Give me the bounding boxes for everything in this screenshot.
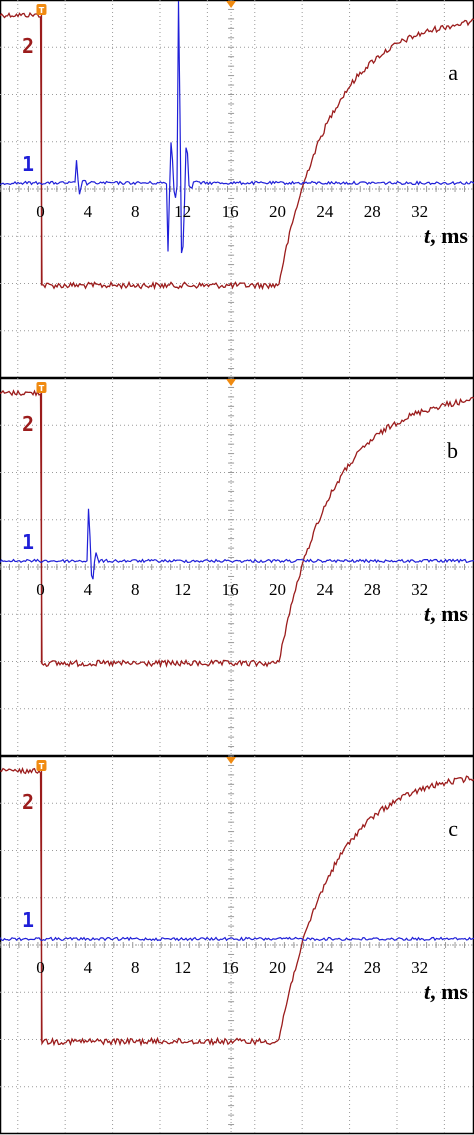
channel-2-marker: 2 (22, 790, 34, 814)
x-tick-label: 24 (316, 958, 334, 977)
x-tick-label: 8 (131, 202, 140, 221)
center-position-marker (226, 379, 237, 386)
center-position-marker (226, 757, 237, 764)
x-tick-label: 8 (131, 580, 140, 599)
grid (0, 755, 474, 1134)
x-axis-label: t, ms (424, 979, 468, 1004)
channel-2-marker: 2 (22, 34, 34, 58)
x-axis-label: t, ms (424, 223, 468, 248)
panel-c: T 2 1 0 4 8 12 16 20 24 28 32 t, ms c (0, 755, 474, 1135)
trigger-marker-box (36, 4, 47, 15)
trigger-marker-box (36, 760, 47, 771)
x-tick-label: 12 (174, 958, 191, 977)
trigger-marker: T (36, 4, 47, 15)
channel-1-trace (0, 936, 474, 942)
panel-b: T 2 1 0 4 8 12 16 20 24 28 32 t, ms b (0, 377, 474, 757)
x-tick-label: 0 (36, 580, 45, 599)
x-tick-label: 4 (84, 958, 93, 977)
x-tick-label: 28 (364, 958, 381, 977)
channel-1-marker: 1 (22, 530, 34, 554)
x-tick-label: 32 (411, 580, 428, 599)
channel-1-marker: 1 (22, 908, 34, 932)
trigger-marker-letter: T (39, 6, 45, 15)
x-tick-label: 16 (222, 580, 239, 599)
channel-1-marker: 1 (22, 152, 34, 176)
trigger-marker: T (36, 760, 47, 771)
x-tick-label: 20 (269, 202, 286, 221)
channel-2-trace (0, 766, 474, 1047)
channel-2-marker: 2 (22, 412, 34, 436)
x-tick-label: 8 (131, 958, 140, 977)
trigger-marker-letter: T (39, 762, 45, 771)
x-tick-label: 4 (84, 580, 93, 599)
x-axis-label: t, ms (424, 601, 468, 626)
x-tick-label: 4 (84, 202, 93, 221)
grid (0, 377, 474, 756)
x-tick-label: 24 (316, 202, 334, 221)
panel-a: T 2 1 0 4 8 12 16 20 24 28 32 t, ms a (0, 0, 474, 379)
channel-1-trace (0, 508, 474, 580)
x-tick-label: 20 (269, 580, 286, 599)
grid (0, 0, 474, 379)
x-tick-label: 12 (174, 580, 191, 599)
x-tick-label: 12 (174, 202, 191, 221)
channel-2-trace (0, 11, 474, 291)
x-tick-label: 32 (411, 958, 428, 977)
panel-letter: c (448, 816, 458, 841)
x-tick-label: 28 (364, 580, 381, 599)
trigger-marker-letter: T (39, 384, 45, 393)
panel-letter: b (447, 438, 458, 463)
channel-1-trace (0, 0, 474, 254)
x-tick-label: 20 (269, 958, 286, 977)
x-tick-label: 0 (36, 958, 45, 977)
panel-letter: a (448, 60, 458, 85)
x-tick-label: 0 (36, 202, 45, 221)
center-position-marker (226, 1, 237, 8)
x-tick-label: 32 (411, 202, 428, 221)
x-tick-label: 28 (364, 202, 381, 221)
trigger-marker: T (36, 382, 47, 393)
x-tick-label: 16 (222, 202, 239, 221)
x-tick-label: 24 (316, 580, 334, 599)
x-tick-label: 16 (222, 958, 239, 977)
trigger-marker-box (36, 382, 47, 393)
channel-2-trace (0, 389, 474, 669)
